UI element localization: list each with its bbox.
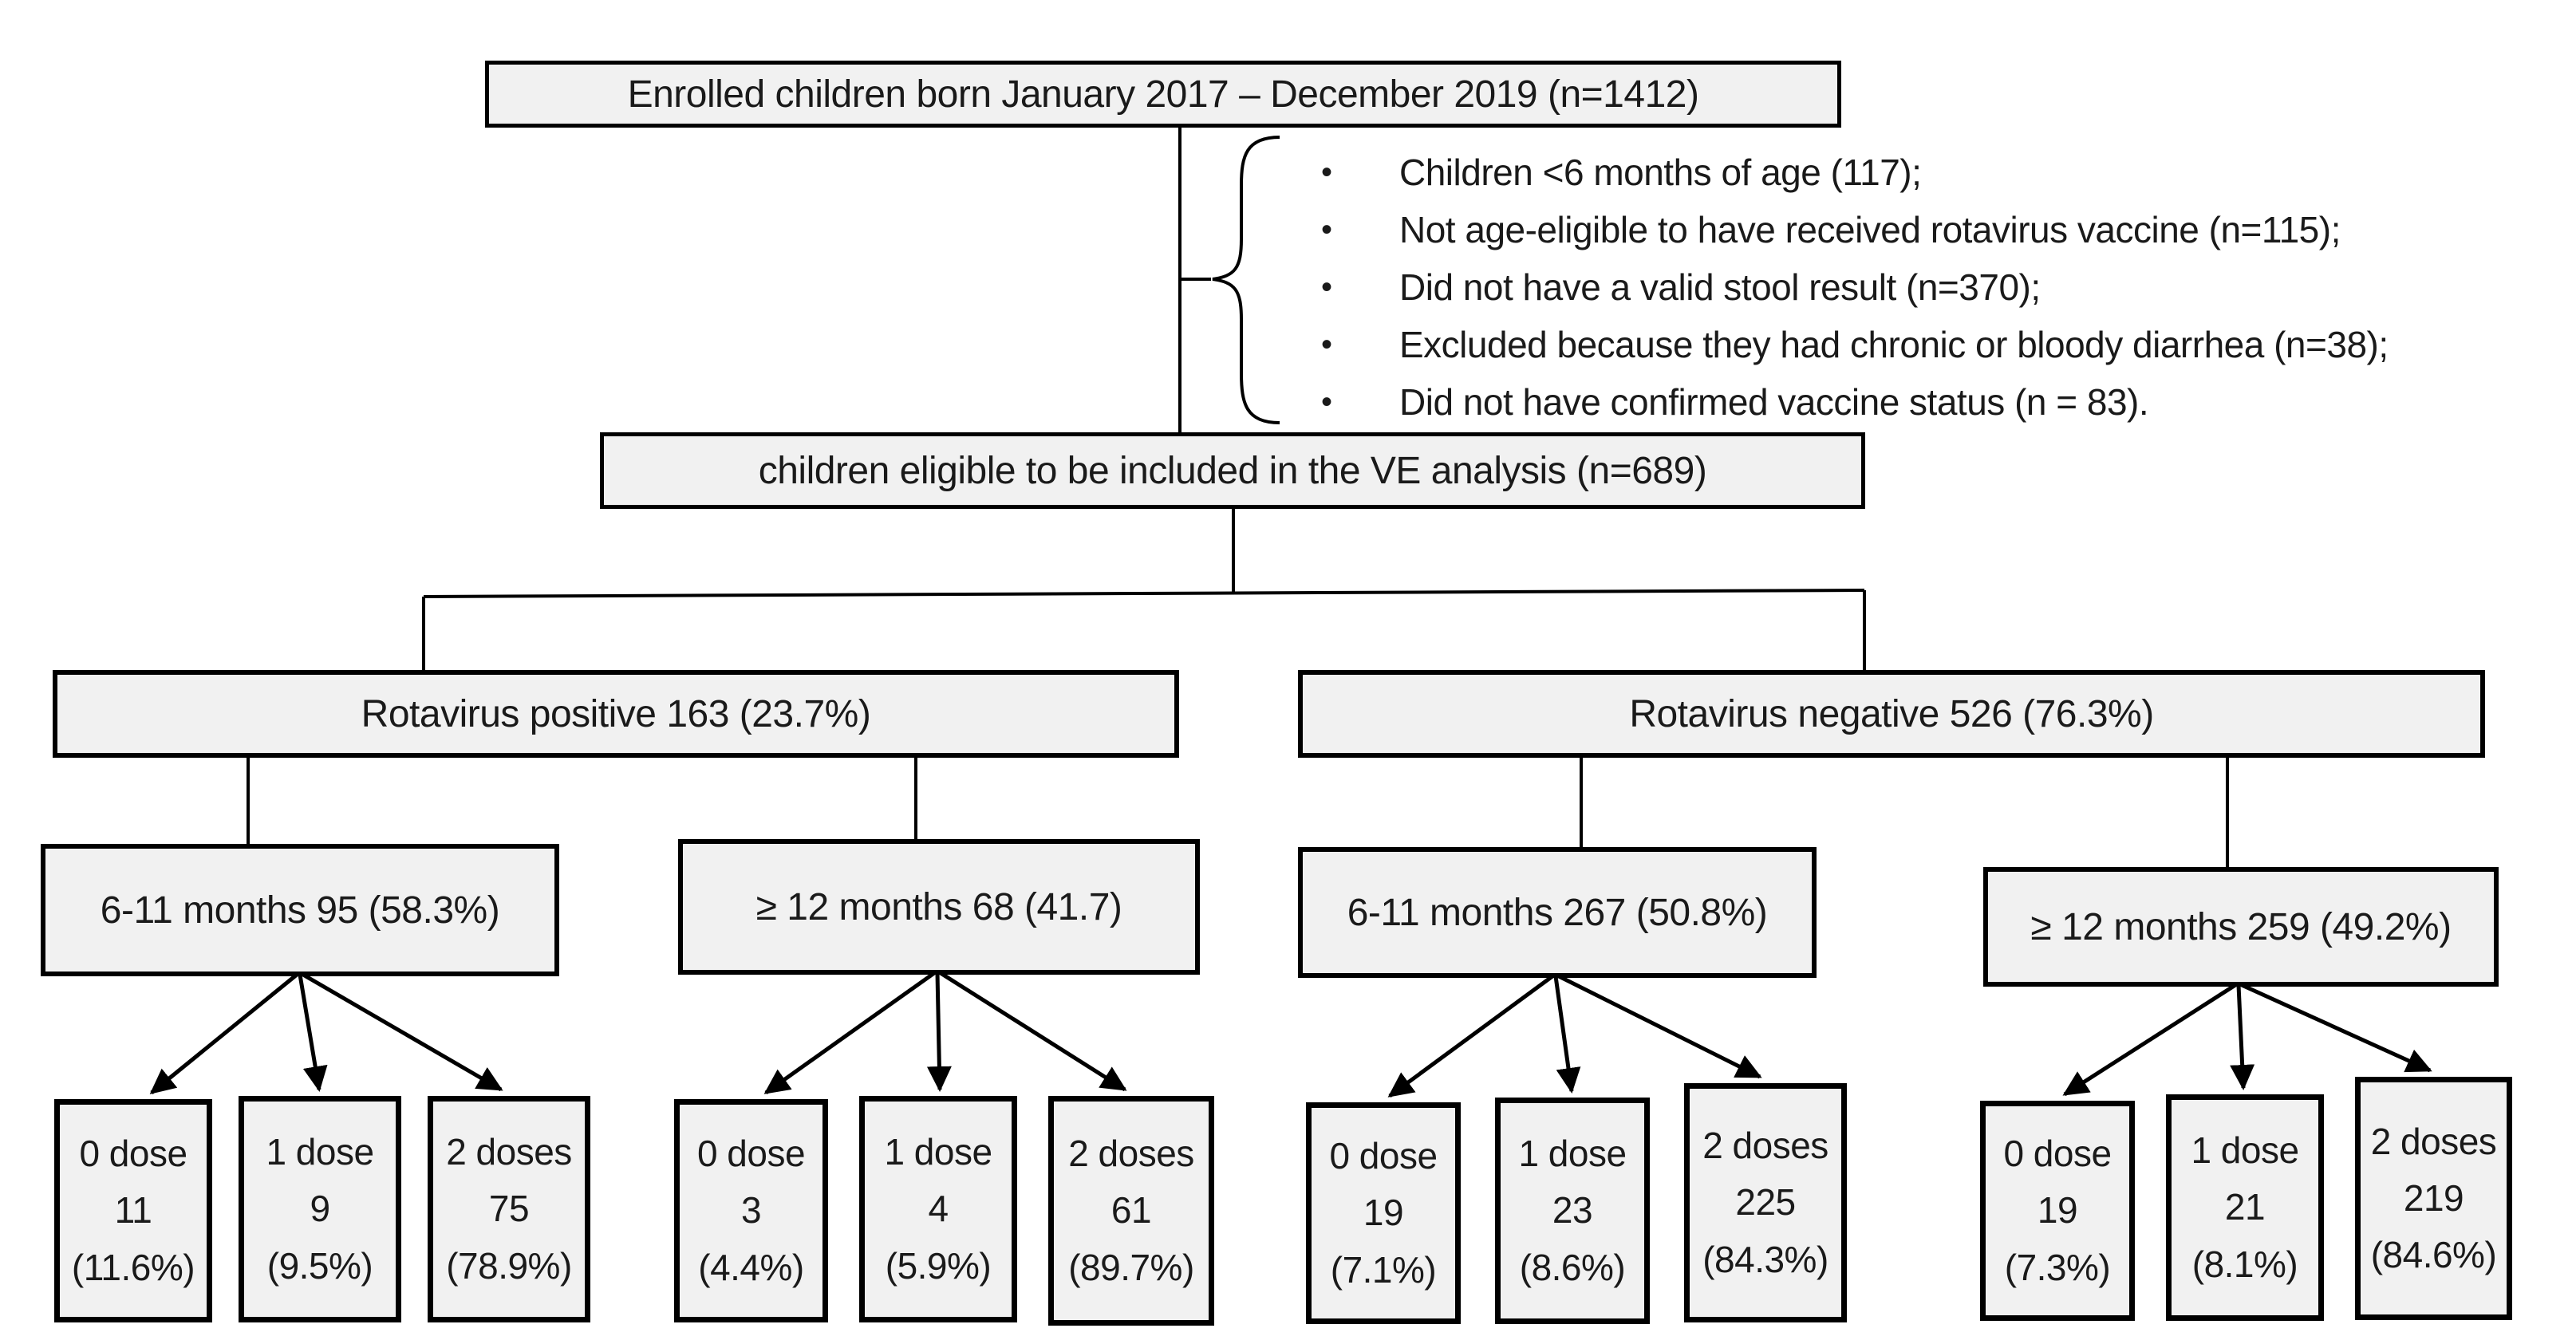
dose-pct: (7.1%) xyxy=(1330,1248,1437,1291)
node-age-neg-12plus: ≥ 12 months 259 (49.2%) xyxy=(1983,867,2499,987)
exclusion-text: Not age-eligible to have received rotavi… xyxy=(1399,209,2341,250)
arrow-g4-0dose xyxy=(2062,983,2237,1097)
dose-label: 2 doses xyxy=(1702,1125,1828,1167)
exclusion-item: • Children <6 months of age (117); xyxy=(1302,144,2389,201)
dose-count: 21 xyxy=(2224,1186,2266,1228)
arrow-g2-1dose xyxy=(926,972,952,1092)
node-age-neg-6-11-label: 6-11 months 267 (50.8%) xyxy=(1347,891,1768,934)
bullet-icon: • xyxy=(1321,326,1332,362)
arrow-g3-0dose xyxy=(1387,974,1554,1098)
dose-pct: (84.6%) xyxy=(2370,1234,2497,1276)
node-age-pos-6-11-label: 6-11 months 95 (58.3%) xyxy=(100,889,500,932)
dose-pct: (84.3%) xyxy=(1702,1238,1828,1280)
exclusion-item: • Not age-eligible to have received rota… xyxy=(1302,201,2389,258)
dose-pct: (4.4%) xyxy=(698,1246,804,1288)
node-dose-g4-2: 2 doses 219 (84.6%) xyxy=(2355,1077,2512,1320)
dose-count: 9 xyxy=(310,1188,330,1230)
node-rotavirus-positive-label: Rotavirus positive 163 (23.7%) xyxy=(361,692,871,735)
arrow-g1-2doses xyxy=(302,972,503,1092)
node-rotavirus-negative: Rotavirus negative 526 (76.3%) xyxy=(1298,670,2485,758)
dose-label: 0 dose xyxy=(1329,1135,1438,1177)
dose-pct: (9.5%) xyxy=(266,1244,373,1287)
dose-label: 0 dose xyxy=(79,1133,187,1175)
bullet-icon: • xyxy=(1321,154,1332,190)
bullet-icon: • xyxy=(1321,269,1332,305)
dose-pct: (7.3%) xyxy=(2004,1246,2111,1288)
dose-count: 75 xyxy=(488,1188,530,1230)
node-dose-g3-0: 0 dose 19 (7.1%) xyxy=(1306,1102,1461,1324)
arrow-g4-2doses xyxy=(2240,983,2432,1073)
exclusion-text: Did not have a valid stool result (n=370… xyxy=(1399,266,2041,308)
node-age-pos-12plus: ≥ 12 months 68 (41.7) xyxy=(678,839,1200,975)
dose-label: 0 dose xyxy=(2003,1133,2112,1175)
dose-label: 1 dose xyxy=(1518,1133,1627,1175)
node-dose-g1-0: 0 dose 11 (11.6%) xyxy=(54,1099,212,1322)
dose-pct: (8.1%) xyxy=(2191,1243,2298,1285)
node-eligible-label: children eligible to be included in the … xyxy=(758,449,1707,492)
node-age-neg-12plus-label: ≥ 12 months 259 (49.2%) xyxy=(2030,905,2452,948)
arrow-g3-2doses xyxy=(1557,974,1762,1079)
node-dose-g4-1: 1 dose 21 (8.1%) xyxy=(2166,1094,2324,1321)
node-age-pos-6-11: 6-11 months 95 (58.3%) xyxy=(41,844,559,976)
exclusion-text: Excluded because they had chronic or blo… xyxy=(1399,324,2389,365)
arrow-g1-1dose xyxy=(298,974,328,1092)
node-age-pos-12plus-label: ≥ 12 months 68 (41.7) xyxy=(755,885,1122,928)
dose-count: 3 xyxy=(740,1189,762,1232)
node-dose-g3-1: 1 dose 23 (8.6%) xyxy=(1495,1098,1650,1324)
node-eligible: children eligible to be included in the … xyxy=(600,432,1865,509)
arrow-g2-0dose xyxy=(763,971,936,1095)
dose-pct: (78.9%) xyxy=(446,1244,572,1287)
arrow-g2-2doses xyxy=(939,971,1127,1092)
dose-count: 61 xyxy=(1110,1189,1152,1232)
node-enrolled-label: Enrolled children born January 2017 – De… xyxy=(627,73,1699,116)
dose-count: 19 xyxy=(1363,1192,1404,1234)
exclusion-brace-icon xyxy=(1212,136,1280,424)
dose-pct: (8.6%) xyxy=(1519,1246,1626,1288)
dose-label: 1 dose xyxy=(2191,1129,2299,1172)
dose-label: 1 dose xyxy=(266,1131,374,1173)
dose-count: 23 xyxy=(1552,1189,1593,1232)
bullet-icon: • xyxy=(1321,211,1332,247)
node-dose-g2-2: 2 doses 61 (89.7%) xyxy=(1048,1096,1214,1326)
node-dose-g2-1: 1 dose 4 (5.9%) xyxy=(859,1096,1017,1322)
node-dose-g1-1: 1 dose 9 (9.5%) xyxy=(239,1096,401,1322)
dose-pct: (5.9%) xyxy=(885,1244,992,1287)
exclusion-item: • Did not have confirmed vaccine status … xyxy=(1302,373,2389,431)
dose-label: 2 doses xyxy=(1068,1133,1194,1175)
node-enrolled: Enrolled children born January 2017 – De… xyxy=(485,61,1841,128)
bullet-icon: • xyxy=(1321,384,1332,420)
dose-count: 19 xyxy=(2037,1189,2078,1232)
dose-label: 2 doses xyxy=(2370,1120,2497,1162)
exclusion-item: • Excluded because they had chronic or b… xyxy=(1302,316,2389,373)
node-dose-g1-2: 2 doses 75 (78.9%) xyxy=(428,1096,590,1322)
node-rotavirus-negative-label: Rotavirus negative 526 (76.3%) xyxy=(1629,692,2154,735)
node-dose-g4-0: 0 dose 19 (7.3%) xyxy=(1980,1101,2135,1321)
arrow-g1-0dose xyxy=(149,973,298,1094)
dose-pct: (11.6%) xyxy=(71,1246,195,1288)
node-age-neg-6-11: 6-11 months 267 (50.8%) xyxy=(1298,847,1817,978)
dose-label: 2 doses xyxy=(446,1131,572,1173)
dose-count: 11 xyxy=(114,1189,152,1232)
exclusion-list: • Children <6 months of age (117); • Not… xyxy=(1302,144,2389,431)
dose-count: 4 xyxy=(928,1188,949,1230)
exclusion-item: • Did not have a valid stool result (n=3… xyxy=(1302,258,2389,316)
dose-pct: (89.7%) xyxy=(1068,1246,1194,1288)
exclusion-text: Did not have confirmed vaccine status (n… xyxy=(1399,381,2149,423)
line-branch-horizontal xyxy=(423,589,1865,598)
node-dose-g2-0: 0 dose 3 (4.4%) xyxy=(674,1099,828,1322)
node-rotavirus-positive: Rotavirus positive 163 (23.7%) xyxy=(53,670,1179,758)
dose-label: 0 dose xyxy=(696,1133,806,1175)
dose-count: 219 xyxy=(2403,1176,2464,1219)
exclusion-text: Children <6 months of age (117); xyxy=(1399,152,1922,193)
node-dose-g3-2: 2 doses 225 (84.3%) xyxy=(1684,1083,1847,1322)
arrow-g3-1dose xyxy=(1553,975,1581,1094)
dose-count: 225 xyxy=(1735,1181,1796,1224)
dose-label: 1 dose xyxy=(884,1131,992,1173)
arrow-g4-1dose xyxy=(2230,984,2255,1090)
